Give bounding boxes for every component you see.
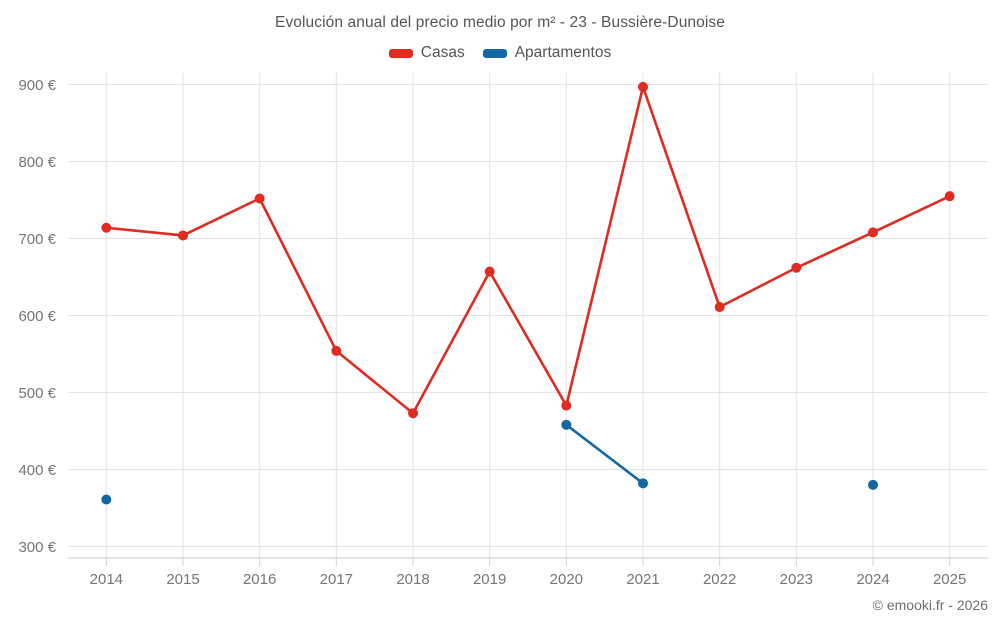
x-axis-tick-label: 2023 [780, 571, 813, 588]
data-point-marker[interactable] [868, 479, 878, 490]
data-point-marker[interactable] [714, 302, 725, 313]
x-axis-tick-label: 2014 [90, 571, 123, 588]
legend-item-casas[interactable]: Casas [388, 44, 465, 62]
x-axis-tick-label: 2020 [550, 571, 583, 588]
x-axis-tick-label: 2019 [473, 571, 506, 588]
data-point-marker[interactable] [791, 262, 802, 273]
y-axis-tick-label: 400 € [18, 462, 56, 479]
data-point-marker[interactable] [638, 81, 648, 92]
x-axis-tick-label: 2022 [703, 571, 736, 588]
y-axis-tick-label: 600 € [18, 308, 56, 325]
data-point-marker[interactable] [561, 419, 572, 430]
copyright-footer: © emooki.fr - 2026 [872, 597, 988, 613]
data-point-marker[interactable] [561, 400, 572, 411]
legend-item-apartamentos[interactable]: Apartamentos [482, 44, 612, 62]
data-point-marker[interactable] [101, 222, 112, 233]
data-point-marker[interactable] [944, 191, 955, 202]
data-point-marker[interactable] [101, 494, 112, 505]
data-point-marker[interactable] [254, 193, 265, 204]
x-axis-tick-label: 2018 [396, 571, 429, 588]
series-line [105, 85, 951, 415]
x-axis-tick-label: 2021 [626, 571, 659, 588]
data-point-marker[interactable] [331, 345, 342, 356]
x-axis-tick-label: 2024 [856, 571, 889, 588]
data-point-marker[interactable] [868, 227, 878, 238]
legend-swatch-casas [388, 48, 413, 58]
y-axis-tick-label: 700 € [18, 231, 56, 248]
y-axis-tick-label: 300 € [18, 539, 56, 556]
chart-title: Evolución anual del precio medio por m² … [275, 14, 725, 31]
y-axis-tick-label: 900 € [18, 77, 56, 94]
x-axis-tick-label: 2025 [933, 571, 966, 588]
data-point-marker[interactable] [408, 408, 418, 419]
x-axis-tick-label: 2017 [320, 571, 353, 588]
data-point-marker[interactable] [638, 478, 648, 489]
legend-label-apartamentos: Apartamentos [514, 44, 612, 61]
data-point-marker[interactable] [178, 230, 188, 241]
legend-label-casas: Casas [420, 44, 465, 61]
legend-swatch-apartamentos [482, 48, 507, 58]
series-line [565, 423, 645, 485]
y-axis-tick-label: 500 € [18, 385, 56, 402]
chart-legend: Casas Apartamentos [0, 44, 1000, 62]
y-axis-tick-label: 800 € [18, 154, 56, 171]
data-point-marker[interactable] [484, 266, 495, 277]
x-axis-tick-label: 2016 [243, 571, 276, 588]
x-axis-tick-label: 2015 [166, 571, 199, 588]
